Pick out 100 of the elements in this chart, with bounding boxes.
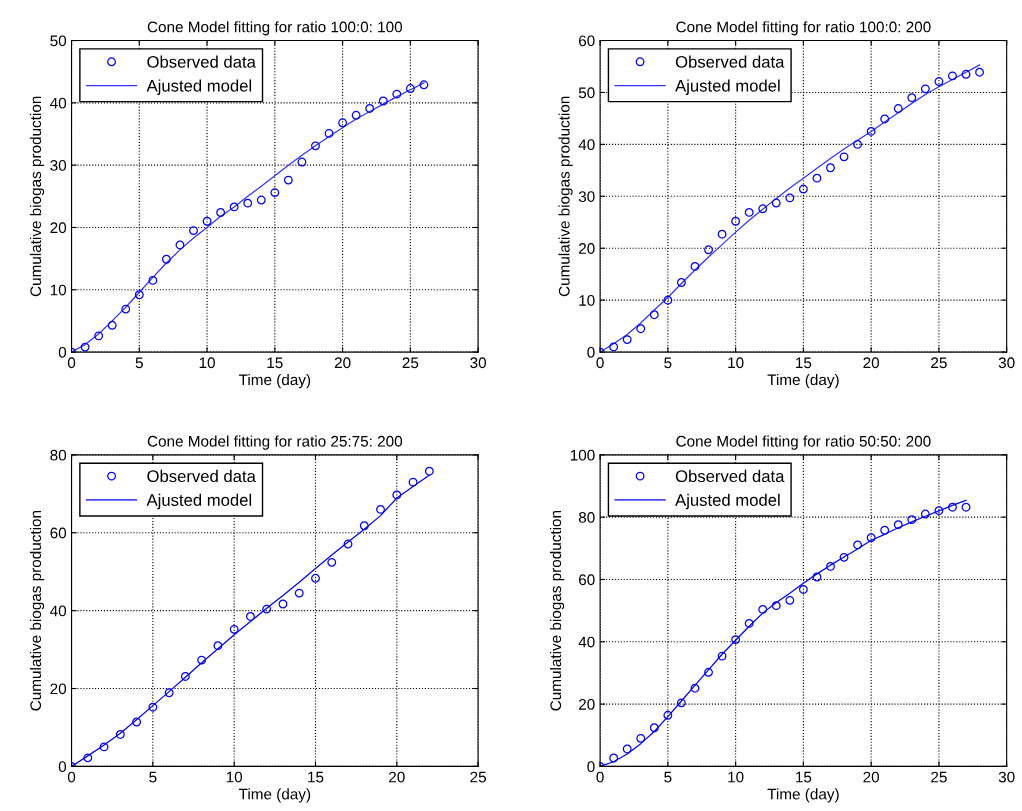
legend-label: Observed data bbox=[675, 55, 785, 68]
x-tick-label: 20 bbox=[389, 771, 405, 783]
point bbox=[202, 216, 212, 226]
x-tick-label: 10 bbox=[226, 771, 243, 783]
x-tick-label: 5 bbox=[149, 771, 157, 783]
point bbox=[961, 502, 971, 512]
y-tick-label: 40 bbox=[50, 97, 67, 109]
legend-label: Ajusted model bbox=[146, 79, 252, 95]
point bbox=[419, 80, 429, 90]
point bbox=[934, 506, 944, 516]
point bbox=[359, 521, 369, 531]
point bbox=[197, 655, 207, 665]
point bbox=[717, 229, 727, 239]
point bbox=[213, 641, 223, 651]
y-tick-label: 20 bbox=[579, 698, 595, 710]
point bbox=[676, 278, 686, 287]
x-tick-label: 20 bbox=[334, 357, 351, 369]
point bbox=[311, 573, 320, 583]
y-tick-label: 40 bbox=[578, 139, 595, 151]
point bbox=[731, 216, 741, 226]
point bbox=[676, 698, 686, 708]
point bbox=[408, 477, 418, 487]
point bbox=[189, 226, 198, 236]
point bbox=[880, 114, 890, 124]
x-tick-label: 15 bbox=[796, 771, 812, 783]
x-tick-label: 15 bbox=[796, 357, 812, 369]
point bbox=[744, 207, 754, 217]
x-tick-label: 25 bbox=[931, 357, 947, 369]
point bbox=[663, 295, 673, 305]
point bbox=[622, 744, 632, 754]
point bbox=[744, 618, 754, 628]
point bbox=[785, 595, 795, 605]
point bbox=[826, 163, 835, 173]
y-tick-label: 20 bbox=[50, 683, 67, 695]
y-tick-label: 30 bbox=[578, 191, 595, 202]
point bbox=[649, 310, 659, 320]
point bbox=[424, 466, 434, 476]
x-axis-title: Time (day) bbox=[238, 788, 311, 803]
point bbox=[180, 671, 190, 681]
y-axis-title: Cumulative biogas production bbox=[558, 96, 573, 297]
x-axis-title: Time (day) bbox=[238, 373, 311, 389]
chart-title: Cone Model fitting for ratio 100:0: 100 bbox=[147, 21, 403, 36]
point bbox=[961, 69, 971, 79]
point bbox=[392, 89, 402, 99]
point bbox=[324, 128, 334, 138]
chart-title: Cone Model fitting for ratio 100:0: 200 bbox=[676, 21, 931, 36]
point bbox=[798, 184, 808, 194]
point bbox=[636, 733, 646, 743]
point bbox=[948, 71, 957, 81]
point bbox=[636, 324, 646, 334]
point bbox=[83, 753, 93, 763]
point bbox=[826, 561, 835, 571]
point bbox=[297, 157, 307, 167]
point bbox=[731, 635, 741, 645]
point bbox=[107, 320, 117, 330]
point bbox=[229, 624, 239, 634]
point bbox=[893, 104, 903, 114]
x-tick-label: 5 bbox=[135, 357, 143, 369]
y-tick-label: 0 bbox=[587, 761, 595, 773]
x-tick-label: 25 bbox=[402, 357, 419, 369]
point bbox=[164, 688, 174, 698]
point bbox=[327, 557, 337, 567]
point bbox=[148, 702, 158, 712]
point bbox=[663, 710, 673, 720]
point bbox=[948, 502, 957, 512]
y-tick-label: 10 bbox=[579, 295, 595, 306]
point bbox=[270, 188, 280, 198]
point bbox=[243, 198, 253, 208]
legend-label: Ajusted model bbox=[675, 493, 780, 510]
y-axis-title: Cumulative biogas production bbox=[29, 96, 45, 297]
point bbox=[351, 110, 361, 120]
x-tick-label: 25 bbox=[470, 771, 486, 783]
chart-title: Cone Model fitting for ratio 25:75: 200 bbox=[147, 435, 403, 450]
point bbox=[283, 175, 293, 185]
point bbox=[256, 195, 266, 205]
point bbox=[132, 717, 142, 727]
point bbox=[115, 730, 125, 739]
point bbox=[771, 601, 781, 611]
legend-label: Ajusted model bbox=[675, 79, 780, 95]
x-tick-label: 10 bbox=[728, 771, 744, 783]
y-tick-label: 30 bbox=[50, 160, 67, 171]
x-tick-label: 30 bbox=[998, 357, 1015, 369]
point bbox=[392, 490, 402, 500]
point bbox=[80, 342, 90, 352]
point bbox=[758, 604, 768, 614]
chart-title: Cone Model fitting for ratio 50:50: 200 bbox=[676, 435, 931, 450]
y-axis-title: Cumulative biogas production bbox=[29, 510, 45, 711]
x-axis-title: Time (day) bbox=[767, 373, 839, 389]
y-tick-label: 50 bbox=[578, 87, 595, 99]
point bbox=[717, 651, 727, 661]
point bbox=[853, 139, 863, 149]
point bbox=[839, 552, 849, 562]
point bbox=[343, 539, 353, 549]
point bbox=[812, 572, 822, 582]
x-tick-label: 15 bbox=[308, 771, 324, 783]
point bbox=[311, 141, 320, 151]
y-tick-label: 20 bbox=[50, 222, 67, 234]
legend-label: Observed data bbox=[147, 469, 256, 483]
x-tick-label: 30 bbox=[470, 357, 487, 369]
x-tick-label: 0 bbox=[67, 357, 76, 369]
